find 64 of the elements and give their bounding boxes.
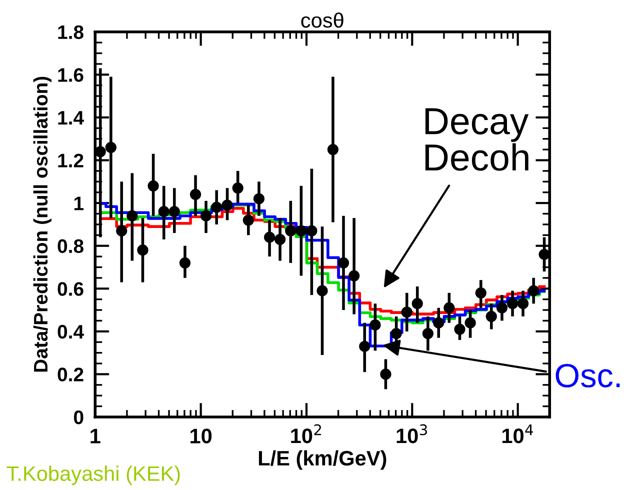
point: [538, 248, 550, 260]
x-tick-label: 1: [90, 428, 100, 444]
point: [433, 317, 444, 328]
annotation: Decay Decoh: [425, 108, 529, 171]
y-tick-label: 0.8: [58, 239, 84, 254]
y-tick-label: 0.2: [58, 368, 84, 382]
y-tick-label: 1.2: [58, 154, 84, 168]
point: [116, 225, 128, 236]
point: [327, 144, 339, 156]
point: [190, 188, 202, 200]
y-tick-label: 0.6: [58, 282, 84, 296]
point: [380, 368, 392, 380]
point: [370, 319, 381, 331]
x-tick-label: 10$^{3}$: [396, 424, 427, 444]
point: [296, 225, 307, 236]
point: [211, 202, 222, 213]
point: [242, 214, 254, 226]
point: [306, 225, 318, 236]
point: [158, 206, 170, 218]
point: [285, 225, 296, 236]
point: [274, 234, 286, 245]
point: [348, 270, 360, 282]
x-tick-label: 10: [190, 428, 212, 444]
y-axis-title: Data/Prediction (null oscillation): [33, 76, 52, 372]
x-axis-title: L/E (km/GeV): [258, 450, 386, 470]
x-tick-label: 10$^{2}$: [291, 424, 322, 444]
y-tick-label: 1.6: [58, 68, 84, 82]
point: [517, 298, 529, 310]
point: [148, 180, 159, 192]
point: [222, 200, 233, 211]
point: [486, 310, 497, 322]
point: [496, 302, 508, 314]
text: T.Kobayashi (KEK): [6, 466, 180, 486]
x-tick-label: 10$^{4}$: [502, 424, 533, 444]
point: [412, 298, 423, 310]
point: [168, 206, 180, 218]
point: [264, 232, 276, 243]
point: [390, 328, 402, 340]
y-tick-label: 1.8: [58, 25, 84, 40]
point: [422, 328, 434, 340]
point: [359, 340, 370, 352]
point: [464, 317, 476, 328]
point: [401, 306, 412, 318]
point: [105, 142, 116, 153]
point: [454, 324, 466, 335]
point: [316, 285, 328, 296]
point: [506, 298, 518, 310]
point: [528, 285, 540, 296]
point: [179, 257, 191, 268]
y-tick-label: 1: [74, 196, 84, 210]
point: [253, 193, 265, 204]
annotation: Osc.: [556, 364, 620, 388]
point: [338, 257, 350, 268]
point: [126, 210, 138, 222]
point: [444, 302, 455, 314]
chart-title: cosθ: [301, 12, 344, 28]
point: [137, 244, 148, 256]
point: [95, 146, 106, 158]
point: [232, 182, 244, 194]
point: [200, 210, 212, 222]
y-tick-label: 0.4: [58, 324, 84, 339]
point: [475, 287, 486, 298]
y-tick-label: 0: [74, 410, 84, 424]
y-tick-label: 1.4: [58, 111, 84, 124]
